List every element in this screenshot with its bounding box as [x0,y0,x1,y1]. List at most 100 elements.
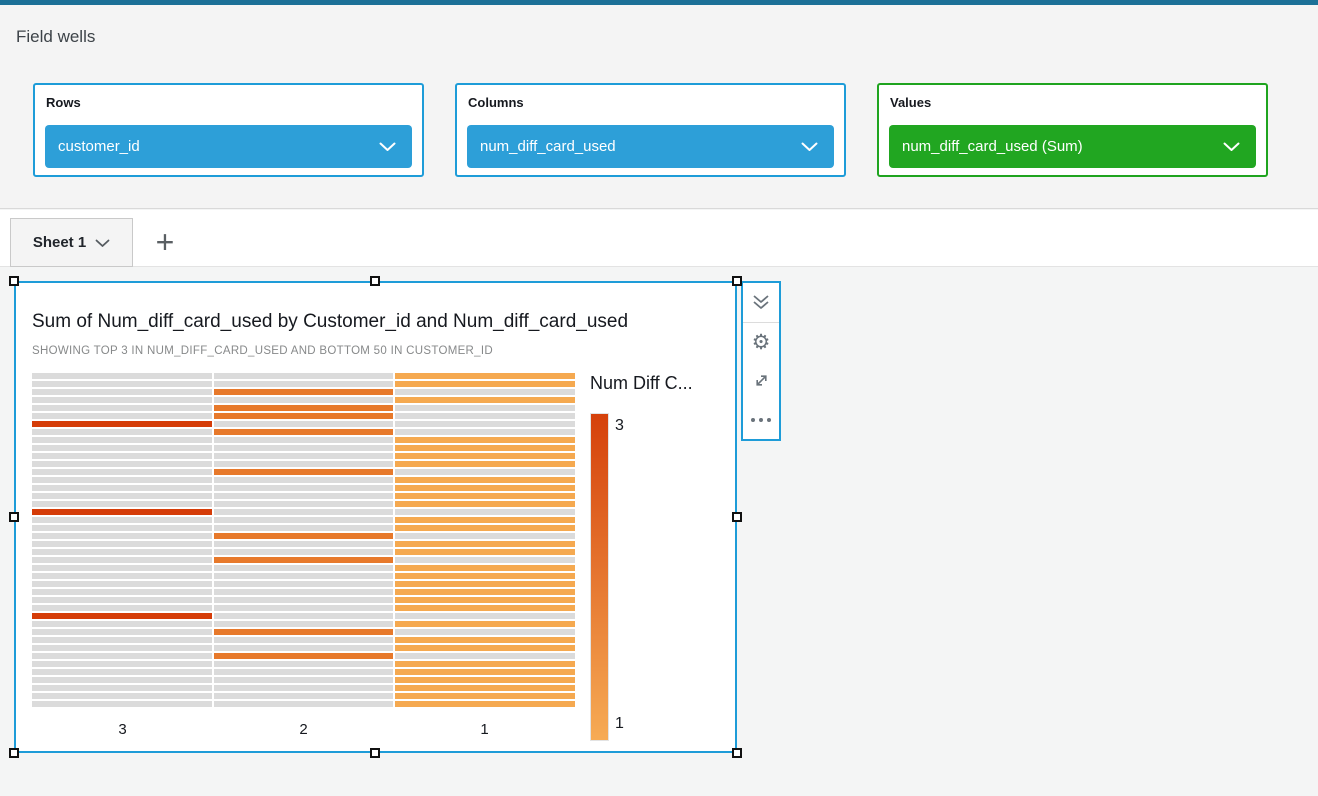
heatmap-cell[interactable] [213,469,394,475]
values-field-pill[interactable]: num_diff_card_used (Sum) [889,125,1256,168]
heatmap-cell[interactable] [32,597,212,603]
heatmap-cell[interactable] [213,541,394,547]
heatmap-cell[interactable] [32,389,212,395]
heatmap-cell[interactable] [395,693,575,699]
selection-handle-top-left[interactable] [9,276,19,286]
heatmap-cell[interactable] [213,533,394,539]
heatmap-cell[interactable] [395,525,575,531]
heatmap-cell[interactable] [395,669,575,675]
heatmap-cell[interactable] [32,541,212,547]
heatmap-cell[interactable] [32,629,212,635]
expand-arrows-icon[interactable] [743,362,779,401]
heatmap-cell[interactable] [395,621,575,627]
heatmap-cell[interactable] [32,557,212,563]
columns-field-pill[interactable]: num_diff_card_used [467,125,834,168]
heatmap-cell[interactable] [395,453,575,459]
heatmap-cell[interactable] [395,381,575,387]
heatmap-cell[interactable] [395,637,575,643]
values-field-well[interactable]: Values num_diff_card_used (Sum) [877,83,1268,177]
heatmap-cell[interactable] [32,517,212,523]
heatmap-cell[interactable] [213,453,394,459]
heatmap-cell[interactable] [213,701,394,707]
selection-handle-top-right[interactable] [732,276,742,286]
heatmap-cell[interactable] [213,437,394,443]
heatmap-cell[interactable] [32,605,212,611]
selection-handle-top-center[interactable] [370,276,380,286]
heatmap-cell[interactable] [395,557,575,563]
heatmap-cell[interactable] [32,381,212,387]
heatmap-cell[interactable] [395,597,575,603]
heatmap-cell[interactable] [213,621,394,627]
heatmap-cell[interactable] [32,525,212,531]
heatmap-cell[interactable] [395,477,575,483]
heatmap-cell[interactable] [395,549,575,555]
heatmap-cell[interactable] [395,613,575,619]
heatmap-visual[interactable]: Sum of Num_diff_card_used by Customer_id… [14,281,737,753]
heatmap-cell[interactable] [395,605,575,611]
heatmap-cell[interactable] [213,653,394,659]
heatmap-cell[interactable] [213,373,394,379]
heatmap-cell[interactable] [213,413,394,419]
heatmap-cell[interactable] [395,533,575,539]
tab-sheet-1[interactable]: Sheet 1 [10,218,133,267]
heatmap-cell[interactable] [213,381,394,387]
heatmap-cell[interactable] [395,589,575,595]
heatmap-cell[interactable] [395,437,575,443]
heatmap-cell[interactable] [32,701,212,707]
heatmap-cell[interactable] [395,541,575,547]
heatmap-cell[interactable] [213,405,394,411]
heatmap-cell[interactable] [213,493,394,499]
heatmap-cell[interactable] [32,453,212,459]
heatmap-cell[interactable] [32,485,212,491]
heatmap-cell[interactable] [32,429,212,435]
heatmap-cell[interactable] [32,421,212,427]
heatmap-cell[interactable] [213,605,394,611]
heatmap-cell[interactable] [213,597,394,603]
heatmap-cell[interactable] [213,517,394,523]
heatmap-cell[interactable] [213,693,394,699]
chevron-down-icon[interactable] [801,142,818,152]
heatmap-cell[interactable] [213,661,394,667]
heatmap-cell[interactable] [32,661,212,667]
heatmap-cell[interactable] [395,517,575,523]
heatmap-cell[interactable] [395,461,575,467]
heatmap-cell[interactable] [32,405,212,411]
heatmap-cell[interactable] [213,421,394,427]
heatmap-cell[interactable] [32,693,212,699]
heatmap-cell[interactable] [32,669,212,675]
heatmap-cell[interactable] [213,445,394,451]
chevron-down-icon[interactable] [379,142,396,152]
heatmap-cell[interactable] [32,469,212,475]
heatmap-cell[interactable] [395,469,575,475]
heatmap-cell[interactable] [213,461,394,467]
heatmap-cell[interactable] [213,525,394,531]
heatmap-cell[interactable] [213,573,394,579]
heatmap-cell[interactable] [395,501,575,507]
heatmap-cell[interactable] [32,573,212,579]
heatmap-cell[interactable] [213,429,394,435]
heatmap-cell[interactable] [213,629,394,635]
heatmap-cell[interactable] [395,685,575,691]
heatmap-cell[interactable] [32,445,212,451]
heatmap-cell[interactable] [32,613,212,619]
heatmap-cell[interactable] [213,581,394,587]
heatmap-cell[interactable] [32,477,212,483]
heatmap-cell[interactable] [32,501,212,507]
heatmap-cell[interactable] [395,653,575,659]
heatmap-cell[interactable] [395,493,575,499]
heatmap-cell[interactable] [32,437,212,443]
heatmap-cell[interactable] [213,589,394,595]
chevron-down-icon[interactable] [1223,142,1240,152]
settings-gear-icon[interactable]: ⚙ [751,330,771,354]
heatmap-cell[interactable] [213,397,394,403]
heatmap-cell[interactable] [213,637,394,643]
heatmap-cell[interactable] [213,645,394,651]
selection-handle-bottom-right[interactable] [732,748,742,758]
heatmap-cell[interactable] [395,373,575,379]
selection-handle-mid-right[interactable] [732,512,742,522]
heatmap-cell[interactable] [213,613,394,619]
add-sheet-button[interactable]: + [155,224,175,260]
heatmap-cell[interactable] [395,661,575,667]
heatmap-cell[interactable] [213,685,394,691]
selection-handle-bottom-center[interactable] [370,748,380,758]
